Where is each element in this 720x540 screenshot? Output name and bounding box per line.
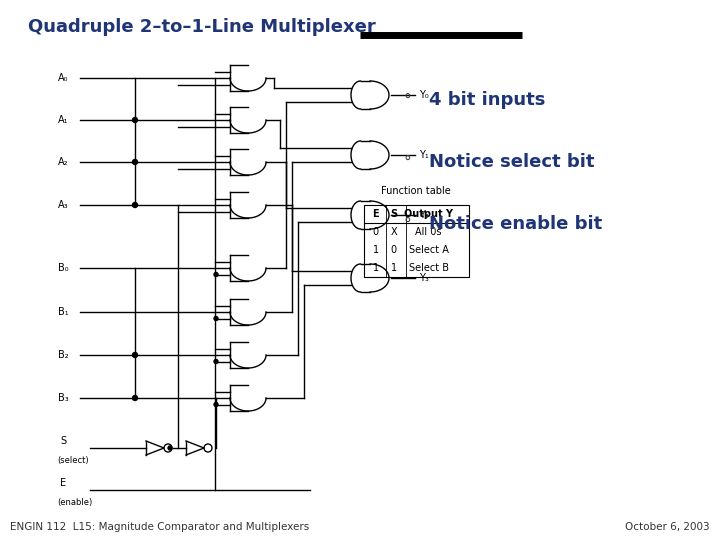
Text: 1: 1 xyxy=(390,263,397,273)
Text: Select B: Select B xyxy=(409,263,449,273)
Text: 1: 1 xyxy=(372,263,379,273)
Text: °: ° xyxy=(403,92,411,107)
Text: B₁: B₁ xyxy=(58,307,68,317)
Text: B₀: B₀ xyxy=(58,263,68,273)
Text: ENGIN 112  L15: Magnitude Comparator and Multiplexers: ENGIN 112 L15: Magnitude Comparator and … xyxy=(10,522,310,532)
Text: Y₃: Y₃ xyxy=(419,273,429,283)
Circle shape xyxy=(214,316,218,321)
Text: Y₁: Y₁ xyxy=(419,150,428,160)
Text: Select A: Select A xyxy=(409,245,449,255)
Text: (enable): (enable) xyxy=(57,498,92,507)
Text: °: ° xyxy=(403,154,411,170)
Text: (select): (select) xyxy=(57,456,89,465)
Circle shape xyxy=(132,159,138,165)
Text: Quadruple 2–to–1-Line Multiplexer: Quadruple 2–to–1-Line Multiplexer xyxy=(28,18,376,36)
Text: October 6, 2003: October 6, 2003 xyxy=(626,522,710,532)
Text: Notice select bit: Notice select bit xyxy=(429,153,595,171)
Circle shape xyxy=(168,446,172,450)
Text: E: E xyxy=(372,209,379,219)
Text: 0: 0 xyxy=(390,245,397,255)
Text: °: ° xyxy=(403,217,411,232)
Circle shape xyxy=(132,395,138,401)
Text: Y₂: Y₂ xyxy=(419,210,428,220)
Text: 4 bit inputs: 4 bit inputs xyxy=(429,91,546,109)
Circle shape xyxy=(214,273,218,276)
Text: S: S xyxy=(390,209,397,219)
Text: S: S xyxy=(60,436,66,446)
Circle shape xyxy=(132,353,138,357)
Text: Function table: Function table xyxy=(381,186,451,196)
Text: A₁: A₁ xyxy=(58,115,68,125)
Circle shape xyxy=(214,402,218,407)
Text: B₂: B₂ xyxy=(58,350,68,360)
Text: A₀: A₀ xyxy=(58,73,68,83)
Text: B₃: B₃ xyxy=(58,393,68,403)
Circle shape xyxy=(214,360,218,363)
Text: A₃: A₃ xyxy=(58,200,68,210)
Text: 0: 0 xyxy=(372,227,379,237)
Text: A₂: A₂ xyxy=(58,157,68,167)
Text: All 0s: All 0s xyxy=(415,227,442,237)
Bar xyxy=(364,205,469,277)
Circle shape xyxy=(132,118,138,123)
Text: Notice enable bit: Notice enable bit xyxy=(429,215,603,233)
Text: 1: 1 xyxy=(372,245,379,255)
Text: Output Y: Output Y xyxy=(404,209,453,219)
Text: Y₀: Y₀ xyxy=(419,90,428,100)
Text: E: E xyxy=(60,478,66,488)
Text: X: X xyxy=(390,227,397,237)
Circle shape xyxy=(132,202,138,207)
